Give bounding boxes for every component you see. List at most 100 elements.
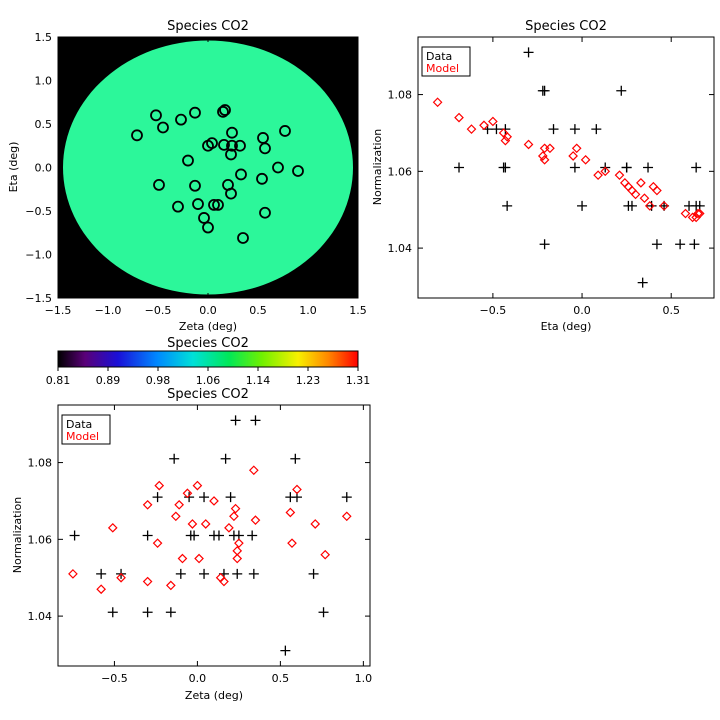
map-xtick-label: 0.0 bbox=[199, 304, 217, 317]
map-ytick-label: 0.5 bbox=[35, 118, 53, 131]
zeta-ytick-label: 1.08 bbox=[28, 457, 53, 470]
zeta-model-point bbox=[229, 511, 239, 522]
zeta-data-point bbox=[318, 607, 329, 618]
eta-model-series bbox=[432, 97, 705, 223]
panel-zeta: Species CO2 −0.5 0.0 0.5 1.0 1.04 1.06 1.08 D… bbox=[11, 387, 372, 702]
zeta-xtick-label: 0.5 bbox=[272, 672, 290, 685]
zeta-model-point bbox=[341, 511, 352, 522]
zeta-model-point bbox=[107, 522, 118, 533]
eta-data-point bbox=[500, 124, 511, 135]
zeta-data-point bbox=[199, 568, 210, 579]
zeta-data-point bbox=[280, 645, 291, 656]
panel-map: Species CO2 −1.5 −1.0 −0.5 0.0 0.5 1.0 1.5 −1.… bbox=[7, 19, 367, 333]
zeta-data-point bbox=[247, 530, 258, 541]
map-pointing-circle bbox=[226, 139, 238, 152]
zeta-model-point bbox=[287, 538, 297, 549]
zeta-ytick-label: 1.06 bbox=[28, 533, 53, 546]
eta-data-point bbox=[675, 239, 686, 250]
panel-eta: Species CO2 −0.5 0.0 0.5 1.04 1.06 1.08 Data… bbox=[371, 19, 715, 333]
zeta-x-axis: −0.5 0.0 0.5 1.0 bbox=[101, 405, 372, 685]
eta-model-point bbox=[571, 143, 582, 154]
zeta-model-point bbox=[219, 576, 229, 587]
map-xtick-label: −0.5 bbox=[145, 304, 172, 317]
zeta-data-point bbox=[199, 492, 210, 503]
eta-model-point bbox=[693, 208, 703, 219]
eta-model-point bbox=[454, 112, 464, 123]
zeta-data-point bbox=[232, 568, 243, 579]
zeta-model-point bbox=[116, 572, 126, 583]
eta-model-point bbox=[568, 151, 578, 161]
map-pointing-circle bbox=[217, 105, 229, 118]
map-x-axis: −1.5 −1.0 −0.5 0.0 0.5 1.0 1.5 bbox=[45, 37, 367, 317]
map-pointing-circle bbox=[226, 126, 238, 139]
zeta-data-point bbox=[290, 453, 301, 464]
zeta-model-point bbox=[224, 522, 234, 533]
eta-data-point bbox=[691, 162, 702, 173]
eta-model-point bbox=[644, 201, 655, 211]
eta-data-point bbox=[621, 162, 632, 173]
eta-xtick-label: −0.5 bbox=[480, 304, 507, 317]
map-pointing-circle bbox=[279, 125, 291, 137]
zeta-data-point bbox=[165, 607, 176, 618]
eta-x-axis: −0.5 0.0 0.5 bbox=[480, 37, 680, 317]
zeta-model-point bbox=[152, 538, 163, 549]
zeta-model-point bbox=[174, 499, 184, 510]
eta-data-point bbox=[626, 200, 637, 211]
panel-colorbar: Species CO2 0.81 0.89 0.98 1.06 1.14 1.23 1.31 bbox=[46, 336, 371, 387]
eta-xlabel: Eta (deg) bbox=[541, 320, 592, 333]
eta-model-point bbox=[639, 193, 650, 204]
eta-legend-data: Data bbox=[426, 50, 452, 63]
eta-xtick-label: 0.0 bbox=[573, 304, 591, 317]
map-xtick-label: 1.5 bbox=[349, 304, 367, 317]
map-pointing-circle bbox=[234, 139, 246, 152]
eta-data-point bbox=[523, 47, 534, 58]
zeta-data-point bbox=[152, 492, 163, 503]
eta-ytick-label: 1.08 bbox=[388, 89, 413, 102]
zeta-legend-data: Data bbox=[66, 418, 92, 431]
eta-model-point bbox=[466, 124, 477, 134]
eta-data-point bbox=[689, 239, 700, 250]
map-pointing-circle bbox=[202, 139, 214, 152]
eta-ytick-label: 1.04 bbox=[388, 242, 413, 255]
map-pointing-circle bbox=[272, 161, 284, 174]
eta-model-point bbox=[523, 139, 534, 150]
eta-model-point bbox=[479, 120, 489, 131]
zeta-model-point bbox=[177, 553, 188, 564]
zeta-legend-model: Model bbox=[66, 430, 99, 443]
map-pointing-circle bbox=[131, 129, 143, 142]
colorbar-gradient bbox=[57, 350, 359, 368]
eta-model-point bbox=[630, 189, 641, 200]
map-xtick-label: 1.0 bbox=[299, 304, 317, 317]
zeta-model-point bbox=[234, 538, 244, 549]
zeta-model-point bbox=[292, 484, 302, 495]
eta-legend: Data Model bbox=[421, 46, 471, 77]
eta-data-point bbox=[454, 162, 465, 173]
map-ytick-label: 1.0 bbox=[35, 75, 53, 88]
zeta-xlabel: Zeta (deg) bbox=[185, 689, 243, 702]
map-ytick-label: 1.5 bbox=[35, 31, 53, 44]
zeta-model-point bbox=[230, 503, 241, 514]
zeta-model-point bbox=[142, 499, 153, 510]
zeta-data-point bbox=[142, 530, 153, 541]
eta-data-point bbox=[491, 124, 502, 135]
colorbar-tick-label: 1.14 bbox=[246, 374, 271, 387]
eta-model-point bbox=[652, 185, 662, 196]
eta-model-point bbox=[488, 116, 498, 127]
map-pointing-circle bbox=[259, 206, 271, 219]
map-ytick-label: −1.0 bbox=[25, 249, 52, 262]
zeta-data-point bbox=[184, 492, 195, 503]
map-pointing-circle bbox=[218, 138, 230, 151]
map-pointing-circle bbox=[192, 198, 204, 210]
map-ytick-label: −1.5 bbox=[25, 292, 52, 305]
zeta-data-point bbox=[213, 530, 224, 541]
map-pointing-circle bbox=[219, 104, 231, 116]
map-pointing-circle bbox=[175, 113, 187, 126]
eta-data-point bbox=[502, 200, 513, 211]
zeta-data-point bbox=[225, 492, 236, 503]
colorbar-tick-label: 0.89 bbox=[96, 374, 121, 387]
zeta-data-point bbox=[169, 453, 180, 464]
map-pointing-circle bbox=[189, 106, 201, 119]
eta-model-point bbox=[537, 151, 548, 161]
zeta-data-point bbox=[230, 415, 241, 426]
